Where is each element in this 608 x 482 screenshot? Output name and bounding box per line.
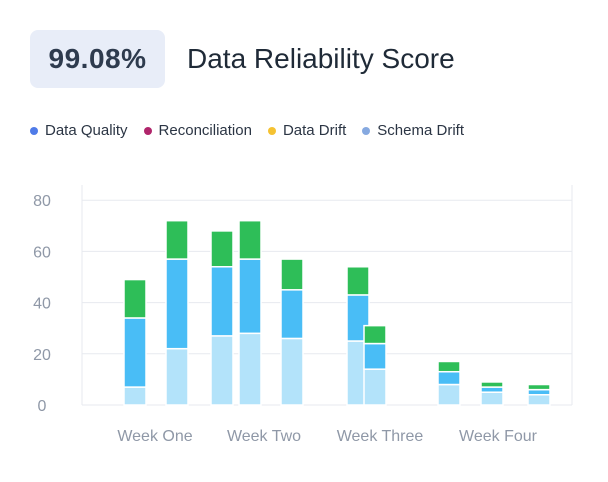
legend-dot-icon bbox=[143, 126, 152, 135]
bar-segment-middle bbox=[480, 386, 504, 393]
bar-segment-bottom bbox=[480, 391, 504, 406]
bar-segment-top bbox=[165, 219, 189, 260]
bar-segment-middle bbox=[280, 289, 304, 340]
bar-segment-top bbox=[123, 278, 147, 319]
score-badge: 99.08% bbox=[30, 30, 165, 88]
bar-segment-bottom bbox=[123, 386, 147, 406]
bar-segment-middle bbox=[527, 388, 551, 396]
legend-item-data-drift[interactable]: Data Drift bbox=[267, 122, 347, 139]
legend-item-data-quality[interactable]: Data Quality bbox=[30, 122, 128, 139]
bar-segment-middle bbox=[210, 266, 234, 337]
x-tick-label: Week Two bbox=[227, 428, 301, 445]
y-tick-label: 80 bbox=[33, 193, 51, 210]
bar-segment-bottom bbox=[280, 337, 304, 406]
bar-segment-middle bbox=[123, 317, 147, 388]
legend-label: Schema Drift bbox=[377, 122, 464, 139]
legend-dot-icon bbox=[30, 126, 38, 135]
y-tick-label: 40 bbox=[33, 296, 51, 313]
legend-label: Reconciliation bbox=[158, 122, 252, 139]
chart-legend: Data Quality Reconciliation Data Drift S… bbox=[30, 122, 480, 139]
bar-segment-top bbox=[437, 360, 461, 373]
bar-segment-bottom bbox=[238, 332, 262, 406]
bar-segment-top bbox=[280, 258, 304, 291]
legend-dot-icon bbox=[362, 126, 371, 135]
bar-segment-top bbox=[238, 219, 262, 260]
legend-label: Data Drift bbox=[282, 122, 347, 139]
y-tick-label: 20 bbox=[33, 347, 51, 364]
bar-segment-middle bbox=[437, 370, 461, 386]
x-tick-label: Week Three bbox=[337, 428, 424, 445]
bar-segment-top bbox=[363, 324, 387, 345]
bar-segment-bottom bbox=[527, 394, 551, 406]
bar-segment-top bbox=[480, 381, 504, 388]
legend-item-reconciliation[interactable]: Reconciliation bbox=[143, 122, 252, 139]
bar-segment-middle bbox=[363, 342, 387, 370]
bar-segment-top bbox=[527, 383, 551, 391]
bar-segment-bottom bbox=[363, 368, 387, 406]
legend-item-schema-drift[interactable]: Schema Drift bbox=[362, 122, 464, 139]
bar-segment-middle bbox=[238, 258, 262, 335]
header: 99.08% Data Reliability Score bbox=[30, 30, 455, 88]
x-tick-label: Week Four bbox=[459, 428, 538, 445]
bar-segment-bottom bbox=[437, 383, 461, 406]
bar-segment-top bbox=[210, 230, 234, 268]
page-title: Data Reliability Score bbox=[187, 43, 455, 74]
y-tick-label: 0 bbox=[38, 398, 47, 415]
legend-dot-icon bbox=[267, 126, 276, 135]
bar-segment-bottom bbox=[165, 347, 189, 406]
y-tick-label: 60 bbox=[33, 244, 51, 261]
bar-segment-bottom bbox=[210, 335, 234, 406]
x-tick-label: Week One bbox=[117, 428, 192, 445]
bar-segment-top bbox=[346, 266, 370, 296]
legend-label: Data Quality bbox=[45, 122, 128, 139]
bar-segment-middle bbox=[165, 258, 189, 350]
